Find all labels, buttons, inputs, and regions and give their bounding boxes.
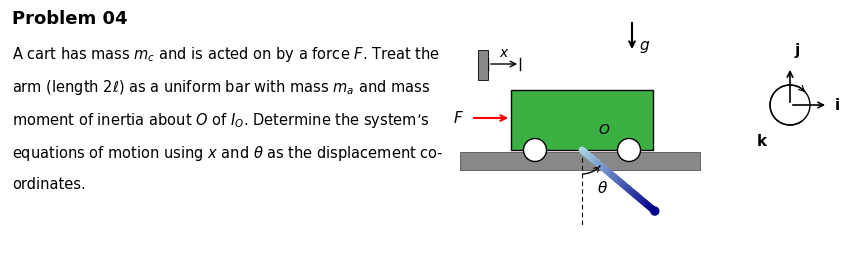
Text: $x$: $x$ <box>498 46 509 60</box>
Text: $\mathbf{i}$: $\mathbf{i}$ <box>833 97 839 113</box>
Text: A cart has mass $m_c$ and is acted on by a force $F$. Treat the: A cart has mass $m_c$ and is acted on by… <box>12 45 440 64</box>
Circle shape <box>650 207 658 215</box>
Bar <box>478 50 488 80</box>
Circle shape <box>617 139 640 161</box>
Text: Problem 04: Problem 04 <box>12 10 127 28</box>
Text: $\mathbf{j}$: $\mathbf{j}$ <box>793 41 799 60</box>
Text: $F$: $F$ <box>452 110 463 126</box>
Text: ordinates.: ordinates. <box>12 177 85 192</box>
Text: arm (length $2\ell$) as a uniform bar with mass $m_a$ and mass: arm (length $2\ell$) as a uniform bar wi… <box>12 78 430 97</box>
Bar <box>459 152 699 170</box>
Text: moment of inertia about $O$ of $I_O$. Determine the system’s: moment of inertia about $O$ of $I_O$. De… <box>12 111 430 130</box>
Text: $\mathbf{k}$: $\mathbf{k}$ <box>755 133 767 149</box>
Text: $O$: $O$ <box>598 123 609 137</box>
Text: equations of motion using $x$ and $\theta$ as the displacement co-: equations of motion using $x$ and $\thet… <box>12 144 443 163</box>
Text: $\theta$: $\theta$ <box>597 180 608 196</box>
Bar <box>511 90 652 150</box>
Text: $g$: $g$ <box>638 39 649 55</box>
Circle shape <box>523 139 546 161</box>
